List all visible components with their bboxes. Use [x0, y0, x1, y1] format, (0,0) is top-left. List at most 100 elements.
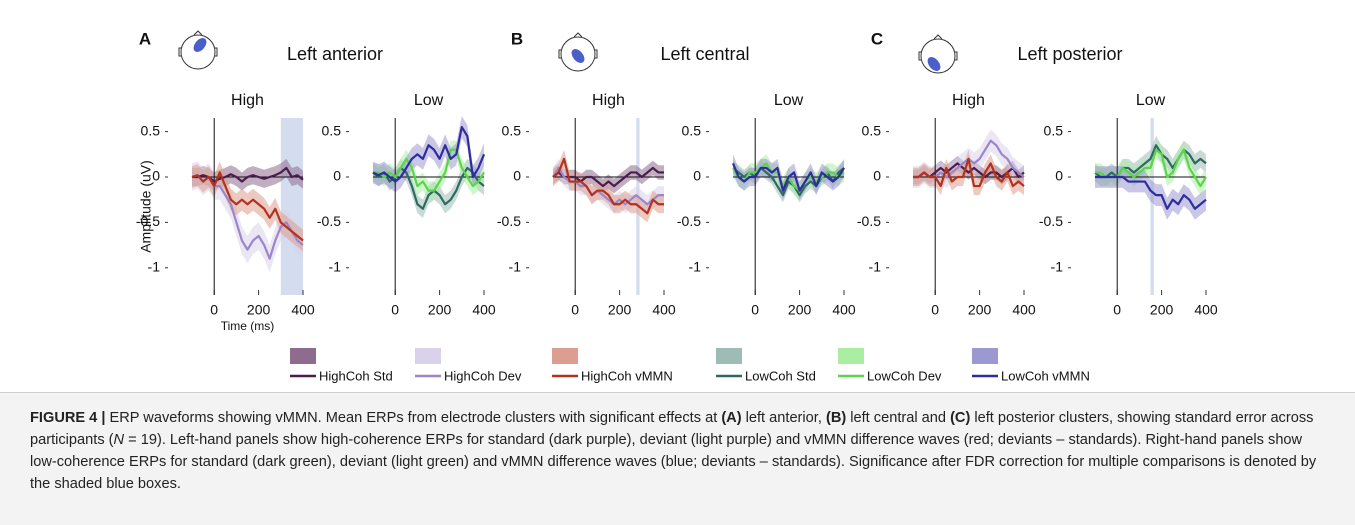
series-line: [372, 125, 486, 183]
panel-letter: B: [511, 29, 523, 48]
y-tick-label: -0.5: [857, 213, 881, 229]
y-tick-label: -1: [509, 258, 522, 274]
error-band: [192, 161, 303, 252]
y-tick-label: -1: [869, 258, 882, 274]
series-line: [372, 166, 485, 210]
y-tick-label: 0.5: [502, 122, 522, 138]
legend-swatch: [290, 348, 316, 364]
y-tick-label: 0: [873, 168, 881, 184]
y-tick-label: -1: [148, 258, 161, 274]
y-tick-label: 0.5: [322, 122, 342, 138]
x-tick-label: 400: [652, 302, 676, 318]
series-line: [191, 171, 304, 242]
x-tick-label: 400: [291, 302, 315, 318]
caption-run: left central and: [846, 410, 951, 426]
caption-run: left posterior clusters, showing standar…: [30, 410, 1314, 448]
panel-letter: C: [871, 29, 883, 48]
legend-label: LowCoh Std: [745, 368, 816, 383]
y-tick-label: 0: [693, 168, 701, 184]
legend-label: HighCoh vMMN: [581, 368, 673, 383]
significance-box: [1150, 118, 1154, 295]
y-tick-label: -0.5: [1039, 213, 1063, 229]
x-tick-label: 200: [428, 302, 452, 318]
y-tick-label: -0.5: [317, 213, 341, 229]
caption-run: (A): [721, 410, 742, 426]
x-tick-label: 200: [788, 302, 812, 318]
x-tick-label: 200: [968, 302, 992, 318]
y-tick-label: 0.5: [682, 122, 702, 138]
series-line: [731, 162, 845, 192]
legend-swatch: [972, 348, 998, 364]
x-tick-label: 0: [1113, 302, 1121, 318]
legend-label: HighCoh Std: [319, 368, 393, 383]
series-line: [1095, 175, 1207, 210]
x-axis-label: Time (ms): [221, 319, 275, 333]
caption-run: (C): [950, 410, 971, 426]
caption-run: FIGURE 4 |: [30, 410, 110, 426]
x-tick-label: 0: [751, 302, 759, 318]
significance-box: [280, 118, 303, 295]
y-tick-label: 0: [513, 168, 521, 184]
panel-region: Left posterior: [1017, 44, 1122, 64]
caption-run: (B): [825, 410, 847, 426]
legend-label: HighCoh Dev: [444, 368, 522, 383]
y-tick-label: 0.5: [1044, 122, 1064, 138]
y-tick-label: 0: [1055, 168, 1063, 184]
head-icon: [558, 32, 598, 72]
legend-swatch: [716, 348, 742, 364]
y-tick-label: 0: [152, 168, 160, 184]
x-tick-label: 200: [608, 302, 632, 318]
x-tick-label: 400: [832, 302, 856, 318]
y-tick-label: 0: [333, 168, 341, 184]
panel-title: Low: [1136, 92, 1166, 109]
y-tick-label: 0.5: [862, 122, 882, 138]
x-tick-label: 200: [247, 302, 271, 318]
panel-title: Low: [774, 92, 804, 109]
x-tick-label: 400: [1012, 302, 1036, 318]
series-line: [1094, 144, 1207, 179]
series-line: [552, 157, 664, 215]
caption-run: left anterior,: [741, 410, 826, 426]
y-tick-label: -0.5: [136, 213, 160, 229]
legend-swatch: [838, 348, 864, 364]
figure: A Left anterior B Left central C Left posteri…: [136, 29, 1218, 383]
y-axis-label: Amplitude (uV): [138, 160, 154, 253]
y-tick-label: -0.5: [497, 213, 521, 229]
x-tick-label: 200: [1150, 302, 1174, 318]
y-tick-label: -1: [329, 258, 342, 274]
error-band: [192, 161, 303, 273]
x-tick-label: 0: [931, 302, 939, 318]
series-line: [913, 157, 1025, 188]
caption-run: = 19). Left-hand panels show high-cohere…: [30, 432, 1317, 492]
y-tick-label: -1: [689, 258, 702, 274]
panel-region: Left anterior: [287, 44, 383, 64]
x-tick-label: 0: [571, 302, 579, 318]
head-icon: [178, 30, 218, 70]
series-line: [552, 166, 664, 188]
panel-title: High: [231, 92, 264, 109]
panel-letter: A: [139, 29, 151, 48]
panel-title: High: [952, 92, 985, 109]
y-tick-label: -0.5: [677, 213, 701, 229]
legend-swatch: [415, 348, 441, 364]
y-tick-label: -1: [1051, 258, 1064, 274]
caption-run: ERP waveforms showing vMMN. Mean ERPs fr…: [109, 410, 722, 426]
caption-run: N: [113, 432, 125, 448]
panel-region: Left central: [660, 44, 749, 64]
caption: FIGURE 4 | ERP waveforms showing vMMN. M…: [0, 392, 1355, 525]
x-tick-label: 0: [391, 302, 399, 318]
error-band: [1095, 166, 1206, 220]
error-band: [373, 116, 484, 193]
legend-label: LowCoh Dev: [867, 368, 942, 383]
x-tick-label: 400: [1194, 302, 1218, 318]
x-tick-label: 400: [472, 302, 496, 318]
x-tick-label: 0: [210, 302, 218, 318]
panel-title: Low: [414, 92, 444, 109]
legend-label: LowCoh vMMN: [1001, 368, 1090, 383]
series-line: [373, 148, 485, 192]
head-icon: [918, 34, 958, 74]
y-tick-label: 0.5: [141, 122, 161, 138]
panel-title: High: [592, 92, 625, 109]
legend-swatch: [552, 348, 578, 364]
